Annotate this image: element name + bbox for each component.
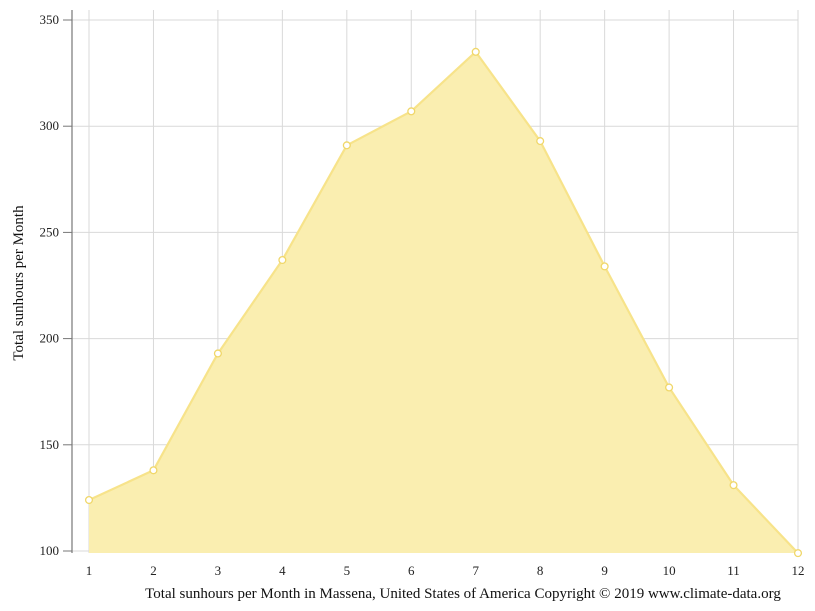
points-layer — [84, 47, 803, 558]
x-tick-label-11: 11 — [727, 563, 740, 578]
y-tick-label-350: 350 — [40, 12, 60, 27]
y-axis-title: Total sunhours per Month — [11, 205, 27, 361]
x-tick-label-3: 3 — [215, 563, 222, 578]
y-tick-label-300: 300 — [40, 118, 60, 133]
data-point-month-3 — [213, 349, 222, 358]
x-tick-label-10: 10 — [663, 563, 676, 578]
x-tick-label-9: 9 — [601, 563, 608, 578]
data-point-month-5 — [342, 141, 351, 150]
y-tick-label-100: 100 — [40, 543, 60, 558]
x-axis-ticks: 1 2 3 4 5 6 7 8 9 10 11 12 — [86, 563, 805, 578]
data-point-month-8 — [536, 137, 545, 146]
data-point-month-9 — [600, 262, 609, 271]
series-line — [88, 50, 799, 554]
area-fill — [89, 51, 798, 554]
data-point-month-11 — [729, 481, 738, 490]
y-tick-label-200: 200 — [40, 331, 60, 346]
data-point-month-4 — [278, 255, 287, 265]
y-axis-ticks: 100 150 200 250 300 350 — [40, 12, 72, 558]
x-tick-label-8: 8 — [537, 563, 544, 578]
y-tick-label-250: 250 — [40, 224, 60, 239]
x-tick-label-7: 7 — [472, 563, 479, 578]
data-point-month-1 — [84, 495, 94, 505]
x-tick-label-5: 5 — [344, 563, 351, 578]
x-tick-label-6: 6 — [408, 563, 415, 578]
y-tick-label-150: 150 — [40, 437, 60, 452]
data-point-month-10 — [665, 383, 674, 392]
x-tick-label-4: 4 — [279, 563, 286, 578]
area-layer — [88, 50, 799, 554]
data-point-month-6 — [407, 107, 416, 116]
x-axis-title: Total sunhours per Month in Massena, Uni… — [145, 586, 781, 602]
x-tick-label-1: 1 — [86, 563, 93, 578]
data-point-month-12 — [793, 549, 803, 558]
data-point-month-2 — [149, 466, 158, 475]
x-tick-label-12: 12 — [792, 563, 805, 578]
data-point-month-7 — [471, 47, 480, 56]
x-tick-label-2: 2 — [150, 563, 157, 578]
